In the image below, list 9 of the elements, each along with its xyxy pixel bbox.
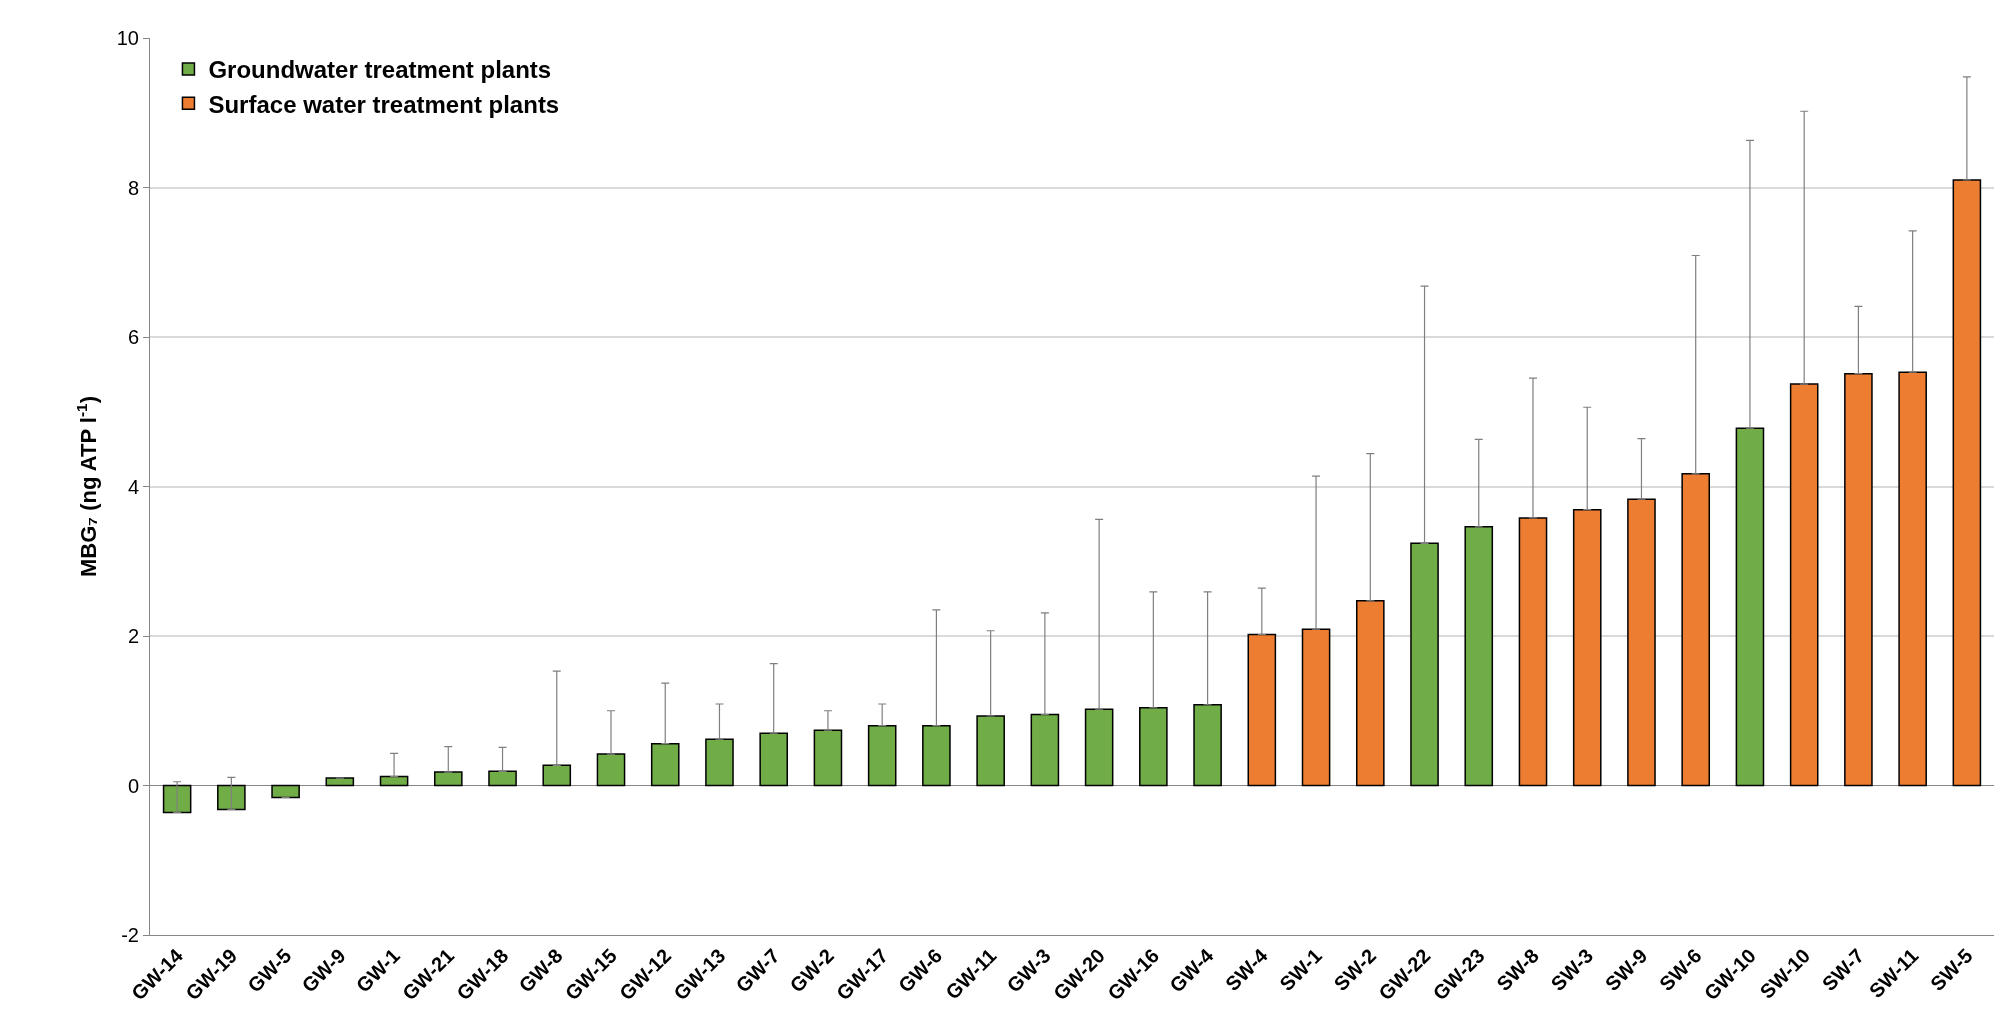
y-tick-label: 10 [116,27,139,49]
legend-label: Surface water treatment plants [208,90,560,118]
y-tick-label: 8 [127,176,139,199]
y-tick-label: 0 [127,774,139,797]
y-tick-label: 2 [127,625,139,647]
y-tick-label: 6 [127,326,139,348]
legend-label: Groundwater treatment plants [208,56,552,84]
y-tick-label: -2 [121,924,139,946]
y-tick-label: 4 [127,475,139,498]
